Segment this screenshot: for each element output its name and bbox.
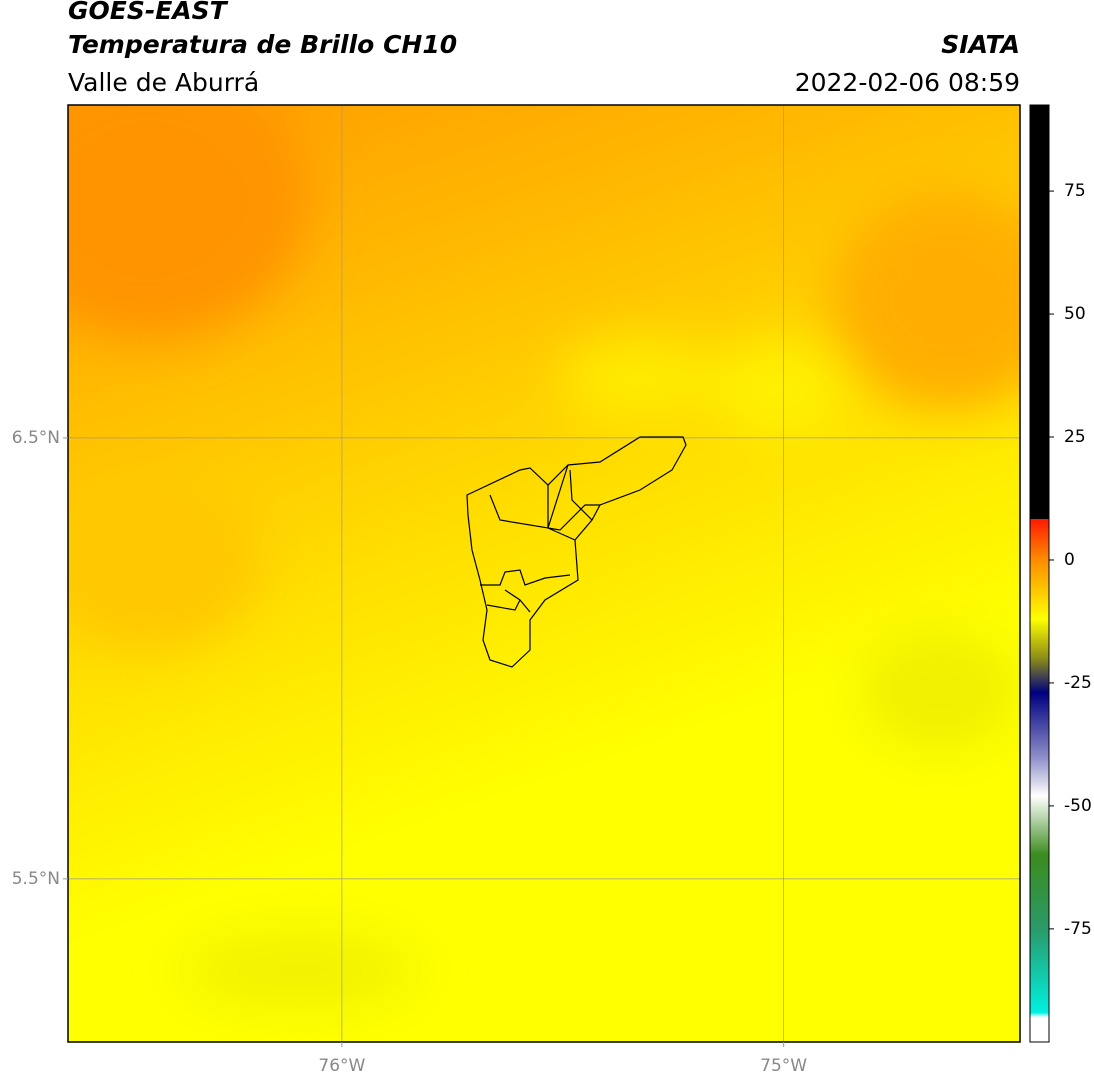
datetime: 2022-02-06 08:59 <box>795 68 1020 97</box>
colorbar-tick-label: -75 <box>1064 919 1092 939</box>
colorbar-tick-label: -25 <box>1064 673 1092 693</box>
lat-tick-label: 5.5°N <box>12 869 60 889</box>
source: SIATA <box>941 30 1020 59</box>
colorbar-tick-label: 25 <box>1064 427 1086 447</box>
title: GOES-EAST <box>68 0 229 25</box>
lat-tick-label: 6.5°N <box>12 428 60 448</box>
colorbar-tick-label: 0 <box>1064 550 1075 570</box>
outer-boundary <box>466 436 687 668</box>
colorbar-tick-label: 50 <box>1064 304 1086 324</box>
subtitle: Temperatura de Brillo CH10 <box>68 30 457 59</box>
colorbar-tick-label: 75 <box>1064 181 1086 201</box>
field-texture <box>68 105 1020 1010</box>
lon-tick-label: 75°W <box>760 1056 807 1076</box>
colorbar-tick-label: -50 <box>1064 796 1092 816</box>
map-frame <box>67 104 1021 1043</box>
municipal-boundaries <box>480 464 600 613</box>
temperature-field <box>68 105 1020 1042</box>
lon-tick-label: 76°W <box>318 1056 365 1076</box>
colorbar <box>1029 104 1050 1043</box>
region: Valle de Aburrá <box>68 68 259 97</box>
graticule <box>68 105 1020 1042</box>
valle-de-aburra-boundary <box>466 436 687 668</box>
